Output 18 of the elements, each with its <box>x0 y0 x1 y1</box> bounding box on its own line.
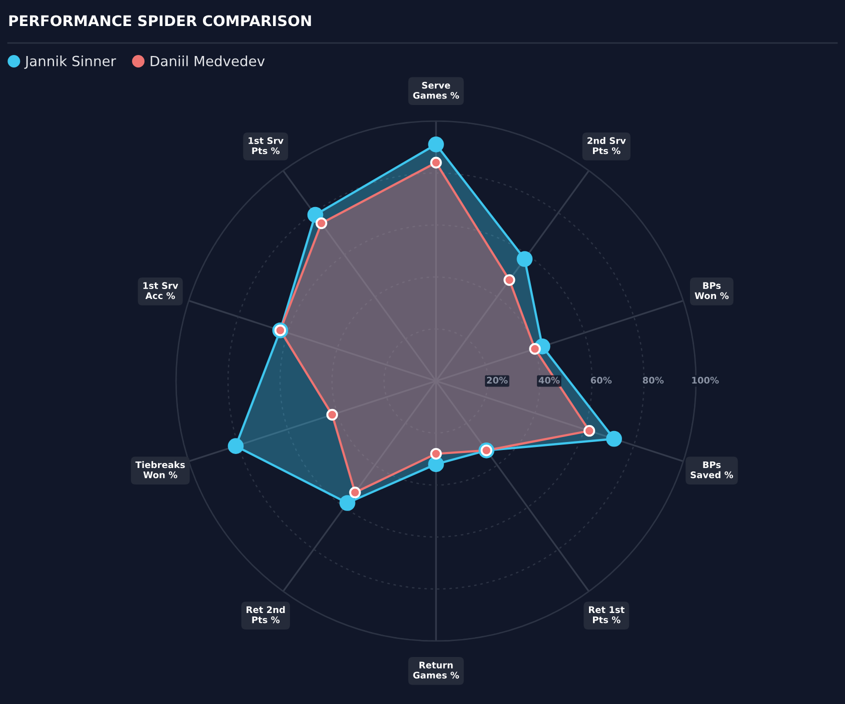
spoke-label: Ret 1st Pts % <box>588 606 624 624</box>
spoke-label: Return Games % <box>413 662 460 679</box>
legend-label: Jannik Sinner <box>24 56 116 69</box>
spoke-label: 1st Srv Acc % <box>143 282 178 300</box>
chart-title: PERFORMANCE SPIDER COMPARISON <box>9 15 311 26</box>
spoke-label: Ret 2nd Pts % <box>246 606 285 624</box>
spoke-label: 2nd Srv Pts % <box>588 137 626 154</box>
y-tick-label: 100% <box>692 376 719 384</box>
spoke-label: 1st Srv Pts % <box>248 137 284 154</box>
spoke-label: Serve Games % <box>413 82 460 99</box>
spoke-label: Tiebreaks Won % <box>135 461 185 478</box>
spoke-label: BPs Saved % <box>690 461 734 478</box>
legend-label: Daniil Medvedev <box>150 56 265 66</box>
y-tick-label: 80% <box>642 376 664 384</box>
y-tick-label: 20% <box>487 376 508 384</box>
y-tick-label: 60% <box>590 376 612 384</box>
spoke-label: BPs Won % <box>694 282 729 300</box>
y-tick-label: 40% <box>538 376 560 384</box>
